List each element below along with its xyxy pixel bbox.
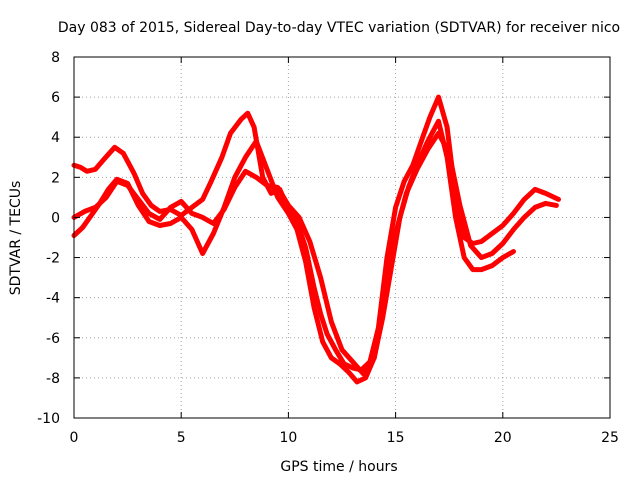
x-tick-label: 5 (177, 430, 186, 446)
y-tick-label: -8 (46, 371, 60, 387)
y-tick-label: 2 (51, 170, 60, 186)
y-tick-label: -10 (37, 411, 60, 427)
y-axis-label: SDTVAR / TECUs (8, 181, 24, 296)
y-tick-label: -2 (46, 251, 60, 267)
x-tick-label: 0 (70, 430, 79, 446)
series-line-track-2 (71, 118, 516, 385)
x-axis-label: GPS time / hours (280, 459, 397, 475)
y-tick-label: -6 (46, 331, 60, 347)
y-tick-label: 6 (51, 90, 60, 106)
x-tick-label: 20 (494, 430, 512, 446)
series-line-track-1 (71, 94, 561, 373)
tick-labels: 0 5 10 15 20 25 -10 -8 -6 -4 -2 0 2 4 6 8 (37, 50, 619, 446)
chart-title: Day 083 of 2015, Sidereal Day-to-day VTE… (58, 20, 620, 36)
y-tick-label: 8 (51, 50, 60, 66)
y-tick-label: 0 (51, 210, 60, 226)
grid (74, 57, 610, 418)
plot-frame (73, 56, 611, 419)
series-line-track-3 (71, 130, 559, 377)
x-tick-label: 25 (601, 430, 619, 446)
x-tick-label: 15 (387, 430, 405, 446)
x-tick-label: 10 (279, 430, 297, 446)
ticks (73, 56, 611, 419)
series-layer (71, 94, 561, 385)
y-tick-label: -4 (46, 291, 60, 307)
y-tick-label: 4 (51, 130, 60, 146)
